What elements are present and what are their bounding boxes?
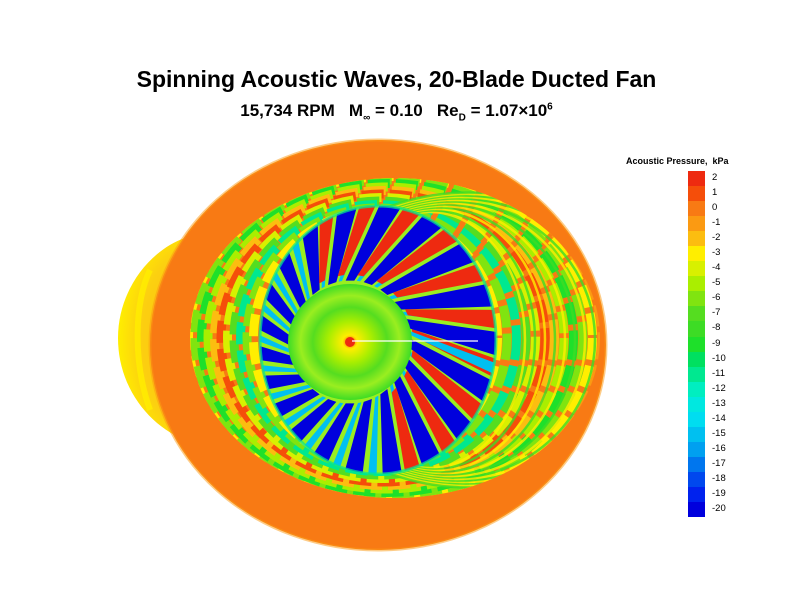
- legend-label: -17: [712, 457, 726, 469]
- legend-swatch: [688, 171, 705, 187]
- blade-wake-mid: [260, 249, 294, 335]
- blade-high-pressure: [337, 206, 393, 277]
- legend-swatch: [688, 276, 705, 292]
- legend-swatch: [688, 502, 705, 518]
- legend-swatch: [688, 321, 705, 337]
- legend-label: -8: [712, 322, 721, 334]
- legend-swatch: [688, 216, 705, 232]
- legend-swatch: [688, 426, 705, 442]
- legend-label: -6: [712, 292, 721, 304]
- blade-wake-mid: [260, 384, 311, 423]
- chart-subtitle: 15,734 RPM M∞ = 0.10 ReD = 1.07×106: [0, 101, 793, 123]
- pressure-band: [249, 207, 502, 469]
- legend-swatch: [688, 351, 705, 367]
- blade-wake-low: [345, 206, 420, 281]
- legend-swatch: [688, 456, 705, 472]
- legend-swatch: [688, 396, 705, 412]
- legend-swatch: [688, 486, 705, 503]
- legend-label: 0: [712, 202, 718, 214]
- legend-label: -7: [712, 307, 721, 319]
- legend-swatch: [688, 231, 705, 247]
- blade-wake-low: [260, 322, 297, 366]
- blade-wake-mid: [311, 402, 362, 474]
- legend-swatch: [688, 261, 705, 277]
- legend-label: -1: [712, 217, 721, 229]
- blade-wake-mid: [406, 329, 496, 384]
- legend-label: -19: [712, 487, 726, 499]
- blade-wake-low: [380, 388, 409, 474]
- blade-wake-low: [394, 279, 496, 310]
- legend-label: -9: [712, 337, 721, 349]
- blade-high-pressure: [405, 309, 496, 332]
- blade-wake-low: [260, 221, 297, 328]
- legend-label: -5: [712, 277, 721, 289]
- legend-label: -20: [712, 503, 726, 515]
- legend-label: -3: [712, 247, 721, 259]
- chart-title: Spinning Acoustic Waves, 20-Blade Ducted…: [136, 66, 657, 92]
- legend-swatch: [688, 336, 705, 352]
- legend-title: Acoustic Pressure, kPa: [626, 156, 729, 166]
- blade-wake-low: [328, 206, 369, 286]
- rpm-label: 15,734 RPM: [240, 101, 335, 120]
- legend-swatch: [688, 441, 705, 457]
- blade-wake-low: [331, 398, 372, 474]
- mach-subscript: ∞: [363, 112, 371, 124]
- legend-swatch: [688, 201, 705, 217]
- blade-high-pressure: [319, 206, 341, 284]
- legend-label: -13: [712, 397, 726, 409]
- legend-label: 2: [712, 172, 718, 183]
- legend-label: -4: [712, 262, 721, 274]
- legend-label: -16: [712, 442, 726, 454]
- legend-swatch: [688, 381, 705, 397]
- blade-high-pressure: [357, 206, 441, 277]
- blade-wake-low: [260, 268, 293, 347]
- blade-high-pressure: [391, 387, 430, 474]
- legend-label: -12: [712, 382, 726, 394]
- re-exponent: 6: [547, 101, 553, 113]
- legend-label: -2: [712, 232, 721, 244]
- re-subscript: D: [458, 112, 466, 124]
- legend-label: -10: [712, 352, 726, 364]
- legend-swatch: [688, 471, 705, 487]
- legend-swatch: [688, 291, 705, 307]
- legend-swatch: [688, 246, 705, 262]
- blade-wake-low: [403, 318, 496, 362]
- legend-swatch: [688, 366, 705, 382]
- legend-label: -11: [712, 367, 726, 379]
- blade-wake-mid: [260, 356, 300, 373]
- blade-wake-low: [260, 374, 306, 405]
- legend-label: -18: [712, 472, 726, 484]
- legend-label: -15: [712, 427, 726, 439]
- legend-label: -14: [712, 412, 726, 424]
- legend-swatch: [688, 186, 705, 202]
- pressure-band: [190, 178, 597, 498]
- re-value: = 1.07×10: [470, 101, 548, 120]
- re-symbol: Re: [436, 101, 459, 120]
- mach-symbol: M: [348, 101, 364, 120]
- legend-swatch: [688, 411, 705, 427]
- blade-wake-mid: [260, 300, 294, 355]
- legend-swatch: [688, 306, 705, 322]
- legend-label: 1: [712, 187, 718, 199]
- mach-value: = 0.10: [374, 101, 423, 120]
- blade-wake-mid: [363, 395, 379, 474]
